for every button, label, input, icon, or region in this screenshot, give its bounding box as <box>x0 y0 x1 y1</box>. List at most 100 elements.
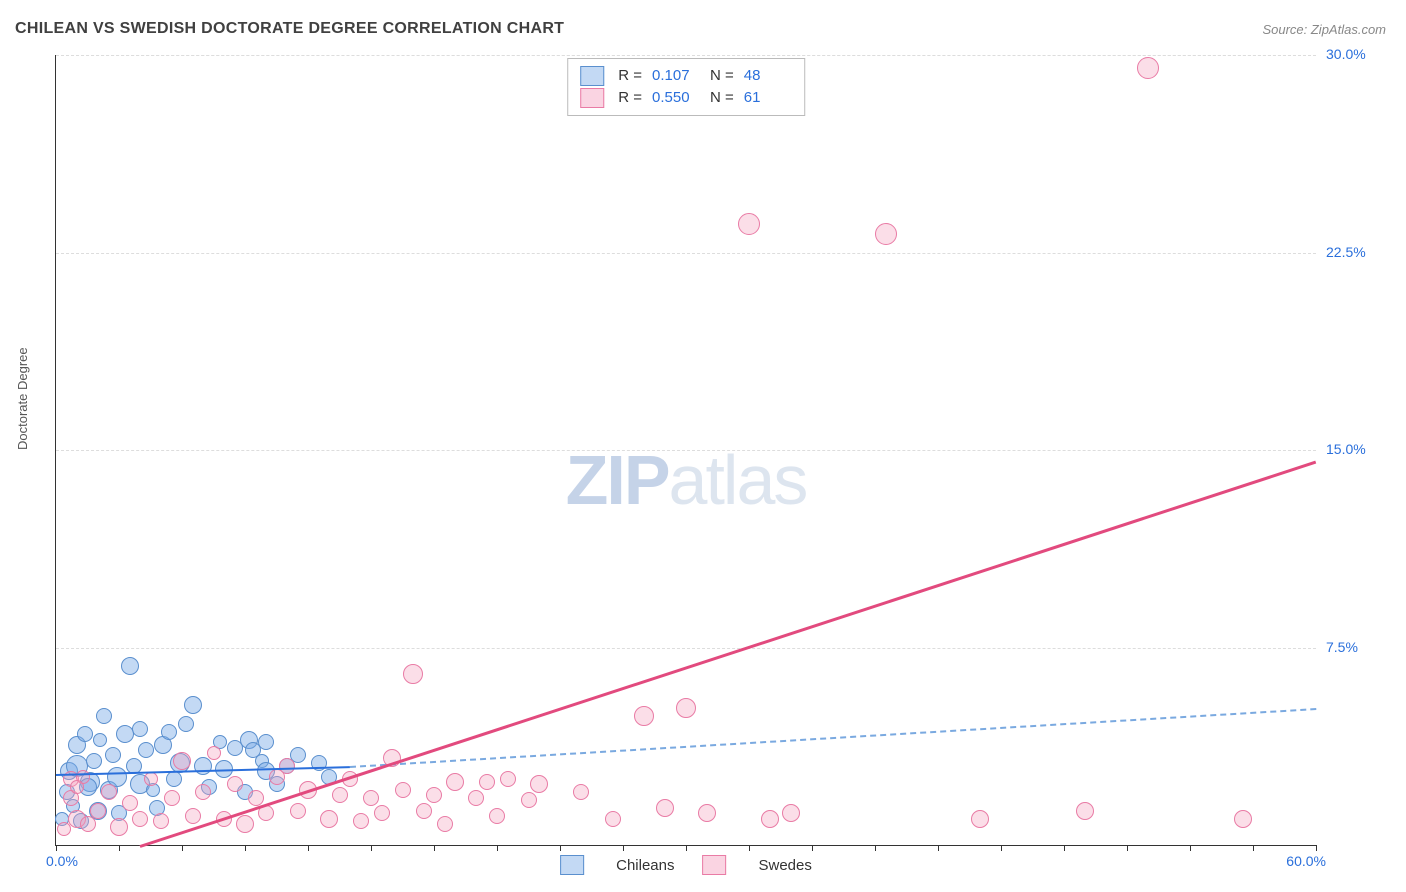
data-point-chileans <box>178 716 194 732</box>
data-point-swedes <box>290 803 306 819</box>
data-point-swedes <box>1076 802 1094 820</box>
watermark: ZIPatlas <box>566 440 807 520</box>
x-axis-max-label: 60.0% <box>1286 853 1326 869</box>
x-tick <box>686 845 687 851</box>
x-tick <box>875 845 876 851</box>
x-axis-min-label: 0.0% <box>46 853 78 869</box>
data-point-swedes <box>782 804 800 822</box>
data-point-chileans <box>105 747 121 763</box>
x-tick <box>1190 845 1191 851</box>
data-point-swedes <box>468 790 484 806</box>
data-point-chileans <box>77 726 93 742</box>
data-point-swedes <box>332 787 348 803</box>
stats-box: R =0.107 N =48 R =0.550 N =61 <box>567 58 805 116</box>
data-point-swedes <box>164 790 180 806</box>
data-point-swedes <box>403 664 423 684</box>
data-point-swedes <box>173 752 191 770</box>
x-tick <box>308 845 309 851</box>
data-point-swedes <box>489 808 505 824</box>
data-point-swedes <box>374 805 390 821</box>
data-point-swedes <box>676 698 696 718</box>
data-point-chileans <box>258 734 274 750</box>
data-point-swedes <box>416 803 432 819</box>
data-point-swedes <box>227 776 243 792</box>
x-tick <box>623 845 624 851</box>
data-point-chileans <box>166 771 182 787</box>
data-point-chileans <box>96 708 112 724</box>
data-point-swedes <box>101 784 117 800</box>
y-tick-label: 30.0% <box>1326 46 1386 62</box>
data-point-swedes <box>195 784 211 800</box>
x-tick <box>371 845 372 851</box>
data-point-chileans <box>194 757 212 775</box>
data-point-swedes <box>530 775 548 793</box>
data-point-swedes <box>698 804 716 822</box>
data-point-swedes <box>395 782 411 798</box>
data-point-chileans <box>184 696 202 714</box>
data-point-swedes <box>437 816 453 832</box>
gridline <box>56 253 1316 254</box>
x-tick <box>1127 845 1128 851</box>
data-point-swedes <box>236 815 254 833</box>
gridline <box>56 55 1316 56</box>
data-point-swedes <box>70 780 84 794</box>
data-point-swedes <box>80 816 96 832</box>
legend-swatch-pink-icon <box>703 855 727 875</box>
data-point-swedes <box>185 808 201 824</box>
data-point-swedes <box>279 758 295 774</box>
x-tick <box>119 845 120 851</box>
swatch-pink-icon <box>580 88 604 108</box>
gridline <box>56 648 1316 649</box>
data-point-swedes <box>573 784 589 800</box>
stats-row-swedes: R =0.550 N =61 <box>580 87 792 109</box>
data-point-swedes <box>500 771 516 787</box>
x-tick <box>1064 845 1065 851</box>
data-point-chileans <box>132 721 148 737</box>
data-point-chileans <box>161 724 177 740</box>
x-tick <box>1001 845 1002 851</box>
y-tick-label: 22.5% <box>1326 244 1386 260</box>
x-tick <box>56 845 57 851</box>
x-tick <box>1316 845 1317 851</box>
x-tick <box>938 845 939 851</box>
x-tick <box>245 845 246 851</box>
data-point-chileans <box>93 733 107 747</box>
data-point-chileans <box>86 753 102 769</box>
x-tick <box>434 845 435 851</box>
chart-title: CHILEAN VS SWEDISH DOCTORATE DEGREE CORR… <box>15 20 564 38</box>
data-point-swedes <box>248 790 264 806</box>
x-tick <box>182 845 183 851</box>
data-point-swedes <box>144 772 158 786</box>
data-point-swedes <box>605 811 621 827</box>
data-point-swedes <box>153 813 169 829</box>
legend: Chileans Swedes <box>560 855 812 875</box>
data-point-swedes <box>132 811 148 827</box>
data-point-swedes <box>90 803 106 819</box>
x-tick <box>1253 845 1254 851</box>
data-point-swedes <box>521 792 537 808</box>
x-tick <box>560 845 561 851</box>
data-point-swedes <box>875 223 897 245</box>
data-point-swedes <box>122 795 138 811</box>
data-point-swedes <box>353 813 369 829</box>
data-point-swedes <box>634 706 654 726</box>
data-point-swedes <box>738 213 760 235</box>
data-point-swedes <box>971 810 989 828</box>
data-point-swedes <box>207 746 221 760</box>
data-point-swedes <box>656 799 674 817</box>
data-point-swedes <box>426 787 442 803</box>
source-attribution: Source: ZipAtlas.com <box>1262 22 1386 37</box>
trend-line <box>350 708 1316 768</box>
trend-line <box>140 461 1317 848</box>
data-point-chileans <box>121 657 139 675</box>
data-point-swedes <box>479 774 495 790</box>
x-tick <box>497 845 498 851</box>
stats-row-chileans: R =0.107 N =48 <box>580 65 792 87</box>
data-point-chileans <box>138 742 154 758</box>
data-point-swedes <box>761 810 779 828</box>
data-point-swedes <box>363 790 379 806</box>
legend-label-chileans: Chileans <box>616 857 674 874</box>
gridline <box>56 450 1316 451</box>
y-tick-label: 15.0% <box>1326 441 1386 457</box>
data-point-swedes <box>320 810 338 828</box>
